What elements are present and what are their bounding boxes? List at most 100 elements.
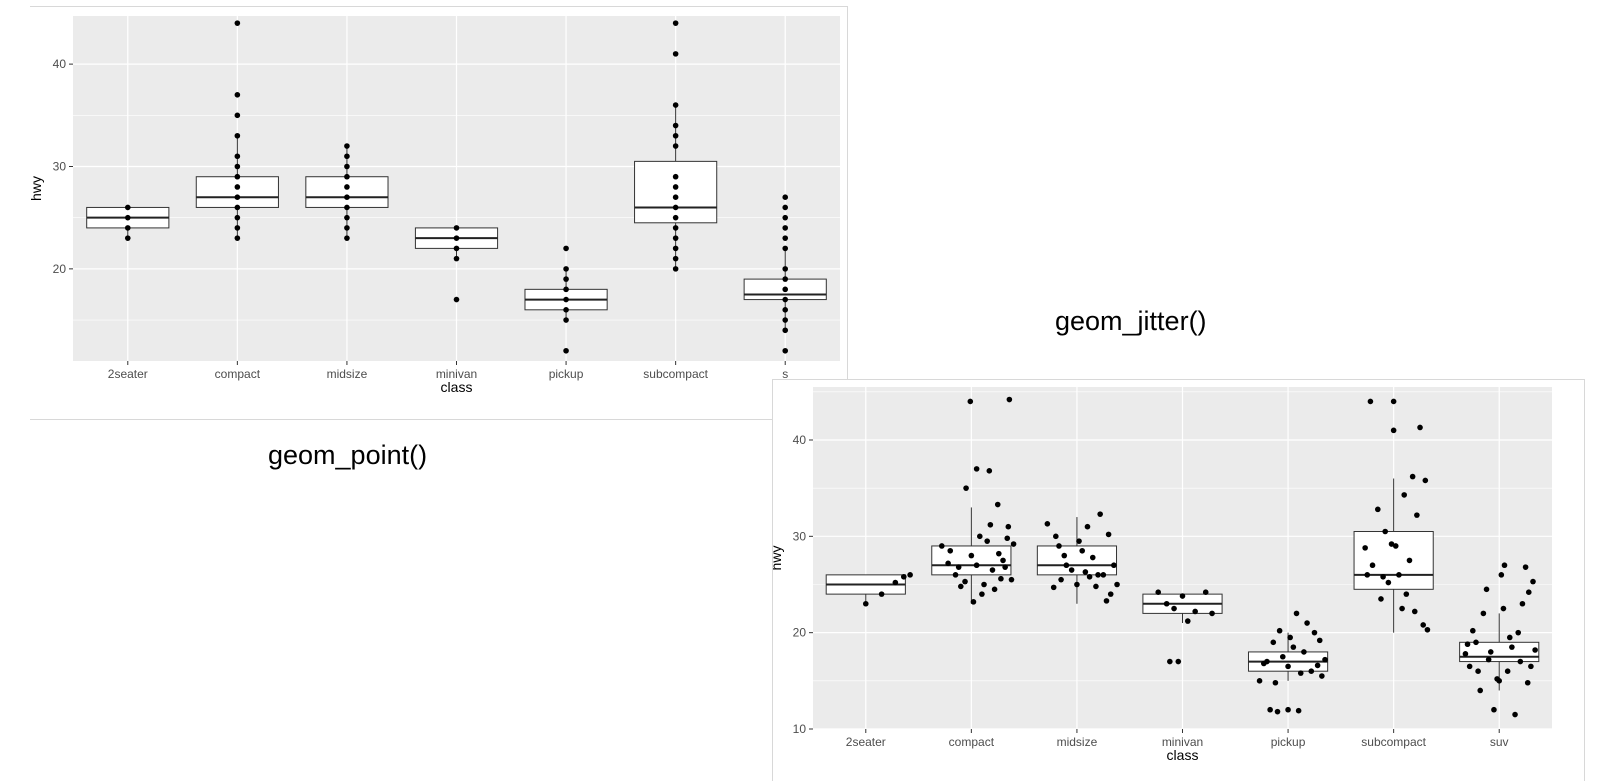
point-2seater-1 <box>878 591 885 597</box>
point-subcompact-12 <box>1382 528 1388 535</box>
point-pickup-6 <box>1301 649 1307 655</box>
point-minivan-4 <box>453 225 460 231</box>
point-2seater-0 <box>124 235 131 241</box>
point-pickup-1 <box>563 317 569 323</box>
point-midsize-5 <box>344 184 350 190</box>
point-subcompact-10 <box>672 143 679 149</box>
point-pickup-11 <box>1274 708 1281 715</box>
point-subcompact-21 <box>1406 557 1413 564</box>
point-minivan-8 <box>1167 658 1173 665</box>
box-compact <box>195 176 279 208</box>
point-midsize-3 <box>344 204 350 211</box>
point-compact-16 <box>945 560 951 567</box>
point-minivan-9 <box>1175 658 1182 665</box>
x-tick-label-subcompact: subcompact <box>643 367 708 381</box>
point-suv-0 <box>1462 651 1469 657</box>
point-pickup-8 <box>1316 637 1323 644</box>
point-subcompact-13 <box>1396 572 1402 578</box>
point-subcompact-20 <box>1399 605 1405 612</box>
point-subcompact-1 <box>672 255 679 262</box>
point-compact-2 <box>963 485 969 491</box>
point-subcompact-1 <box>1369 562 1376 569</box>
point-pickup-18 <box>1260 660 1267 667</box>
point-compact-3 <box>967 398 974 405</box>
point-suv-14 <box>1528 663 1534 670</box>
point-suv-2 <box>1473 639 1479 646</box>
point-midsize-4 <box>1076 538 1082 544</box>
point-compact-7 <box>970 599 977 605</box>
y-tick-label: 30 <box>53 159 67 173</box>
y-tick-label: 30 <box>793 529 807 543</box>
point-s-3 <box>782 307 789 313</box>
point-midsize-6 <box>344 173 350 180</box>
point-suv-28 <box>1475 668 1481 674</box>
point-suv-24 <box>1496 678 1503 684</box>
point-s-6 <box>782 276 789 282</box>
point-compact-22 <box>1008 576 1015 583</box>
point-pickup-3 <box>563 296 569 303</box>
point-s-5 <box>782 286 789 293</box>
point-pickup-14 <box>1304 620 1310 626</box>
point-minivan-0 <box>453 296 460 303</box>
point-compact-9 <box>234 132 241 139</box>
caption-geom-point: geom_point() <box>268 440 428 470</box>
point-s-11 <box>782 214 789 221</box>
point-2seater-0 <box>862 600 869 607</box>
point-suv-22 <box>1464 641 1471 648</box>
point-pickup-13 <box>1295 707 1302 714</box>
point-subcompact-8 <box>1367 398 1374 405</box>
point-midsize-1 <box>1053 533 1059 540</box>
point-compact-0 <box>938 543 945 549</box>
point-suv-4 <box>1483 586 1490 593</box>
x-axis-title: class <box>441 379 473 395</box>
point-subcompact-6 <box>672 204 679 211</box>
point-suv-26 <box>1517 658 1524 665</box>
point-compact-21 <box>1002 564 1008 570</box>
point-2seater-3 <box>907 572 913 578</box>
point-minivan-3 <box>453 235 460 241</box>
point-midsize-23 <box>1114 581 1120 588</box>
point-compact-29 <box>1004 535 1011 542</box>
point-pickup-4 <box>563 286 569 293</box>
y-tick-label: 10 <box>793 722 807 736</box>
point-minivan-1 <box>1163 600 1170 607</box>
point-subcompact-2 <box>672 245 679 252</box>
point-midsize-2 <box>344 214 350 221</box>
point-subcompact-2 <box>1378 596 1384 602</box>
point-compact-5 <box>234 184 241 190</box>
point-compact-8 <box>234 153 241 160</box>
point-pickup-23 <box>1287 634 1293 641</box>
point-minivan-2 <box>453 245 460 252</box>
point-midsize-9 <box>1100 572 1107 578</box>
point-subcompact-11 <box>672 132 679 139</box>
point-midsize-19 <box>1079 547 1086 554</box>
point-compact-12 <box>234 20 241 26</box>
point-midsize-16 <box>1103 598 1110 604</box>
point-compact-6 <box>986 468 993 474</box>
x-tick-label-midsize: midsize <box>327 367 368 381</box>
point-subcompact-14 <box>1403 591 1410 597</box>
chart-panel-geom-point: 20 30 40 2seater compact midsize minivan pickup… <box>30 6 848 420</box>
box-midsize <box>1036 545 1118 576</box>
point-subcompact-4 <box>672 225 679 231</box>
x-axis-title: class <box>1167 747 1199 763</box>
point-suv-23 <box>1485 656 1492 663</box>
point-compact-17 <box>968 552 975 559</box>
x-tick-label-2seater: 2seater <box>846 735 886 749</box>
point-subcompact-6 <box>1409 473 1416 480</box>
point-subcompact-19 <box>1380 573 1386 580</box>
point-midsize-7 <box>1105 531 1112 538</box>
point-2seater-2 <box>892 579 899 586</box>
point-midsize-14 <box>1082 569 1089 575</box>
point-suv-5 <box>1487 649 1494 655</box>
point-2seater-1 <box>124 225 131 231</box>
point-pickup-17 <box>1279 653 1286 660</box>
x-tick-label-suv: suv <box>1490 735 1509 749</box>
point-compact-2 <box>234 214 241 221</box>
point-compact-8 <box>979 591 985 597</box>
x-tick-label-minivan: minivan <box>1162 735 1203 749</box>
point-suv-17 <box>1480 610 1487 617</box>
point-suv-20 <box>1522 564 1529 570</box>
point-compact-5 <box>973 466 980 472</box>
point-midsize-18 <box>1063 562 1070 569</box>
